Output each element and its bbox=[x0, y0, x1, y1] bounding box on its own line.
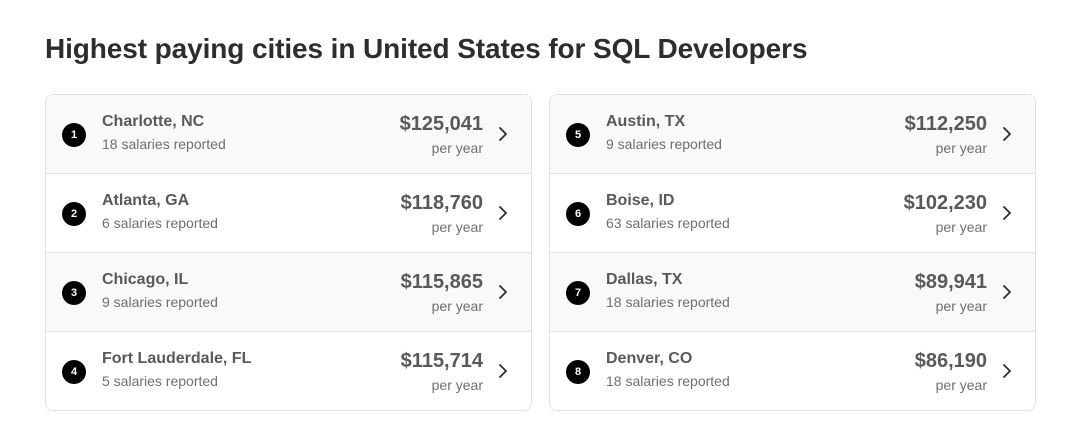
rank-badge: 7 bbox=[566, 281, 590, 305]
city-name: Chicago, IL bbox=[102, 271, 189, 288]
salary-period: per year bbox=[431, 298, 483, 314]
city-row[interactable]: 7 Dallas, TX 18 salaries reported $89,94… bbox=[550, 253, 1035, 332]
page-title: Highest paying cities in United States f… bbox=[45, 33, 808, 64]
chevron-right-icon[interactable] bbox=[493, 282, 513, 302]
city-name: Charlotte, NC bbox=[102, 113, 205, 130]
city-name: Atlanta, GA bbox=[102, 192, 190, 209]
rank-badge: 1 bbox=[62, 123, 86, 147]
salary-period: per year bbox=[431, 140, 483, 156]
salaries-reported: 18 salaries reported bbox=[606, 294, 730, 310]
chevron-right-icon[interactable] bbox=[997, 124, 1017, 144]
cities-card-left: 1 Charlotte, NC 18 salaries reported $12… bbox=[45, 94, 532, 411]
salaries-reported: 5 salaries reported bbox=[102, 373, 218, 389]
city-row[interactable]: 8 Denver, CO 18 salaries reported $86,19… bbox=[550, 332, 1035, 410]
chevron-right-icon[interactable] bbox=[493, 361, 513, 381]
city-row[interactable]: 3 Chicago, IL 9 salaries reported $115,8… bbox=[46, 253, 531, 332]
city-name: Fort Lauderdale, FL bbox=[102, 350, 252, 367]
salary-value: $118,760 bbox=[400, 192, 483, 214]
salaries-reported: 18 salaries reported bbox=[606, 373, 730, 389]
rank-badge: 4 bbox=[62, 360, 86, 384]
salary-period: per year bbox=[431, 219, 483, 235]
city-name: Dallas, TX bbox=[606, 271, 683, 288]
salary-period: per year bbox=[935, 377, 987, 393]
rank-badge: 8 bbox=[566, 360, 590, 384]
salary-period: per year bbox=[935, 298, 987, 314]
city-row[interactable]: 6 Boise, ID 63 salaries reported $102,23… bbox=[550, 174, 1035, 253]
salary-value: $86,190 bbox=[914, 350, 987, 372]
chevron-right-icon[interactable] bbox=[997, 203, 1017, 223]
city-row[interactable]: 1 Charlotte, NC 18 salaries reported $12… bbox=[46, 95, 531, 174]
rank-badge: 2 bbox=[62, 202, 86, 226]
chevron-right-icon[interactable] bbox=[997, 361, 1017, 381]
salary-value: $102,230 bbox=[903, 192, 987, 214]
salary-value: $115,714 bbox=[400, 350, 483, 372]
salary-period: per year bbox=[935, 140, 987, 156]
city-name: Austin, TX bbox=[606, 113, 686, 130]
salaries-reported: 63 salaries reported bbox=[606, 215, 730, 231]
rank-badge: 3 bbox=[62, 281, 86, 305]
rank-badge: 5 bbox=[566, 123, 590, 147]
salary-period: per year bbox=[935, 219, 987, 235]
salaries-reported: 9 salaries reported bbox=[102, 294, 218, 310]
salary-value: $115,865 bbox=[400, 271, 483, 293]
cities-card-right: 5 Austin, TX 9 salaries reported $112,25… bbox=[549, 94, 1036, 411]
salaries-reported: 18 salaries reported bbox=[102, 136, 226, 152]
rank-badge: 6 bbox=[566, 202, 590, 226]
salaries-reported: 6 salaries reported bbox=[102, 215, 218, 231]
chevron-right-icon[interactable] bbox=[493, 203, 513, 223]
chevron-right-icon[interactable] bbox=[997, 282, 1017, 302]
city-row[interactable]: 4 Fort Lauderdale, FL 5 salaries reporte… bbox=[46, 332, 531, 410]
salary-value: $125,041 bbox=[399, 113, 483, 135]
city-row[interactable]: 5 Austin, TX 9 salaries reported $112,25… bbox=[550, 95, 1035, 174]
salary-period: per year bbox=[431, 377, 483, 393]
salary-value: $89,941 bbox=[914, 271, 987, 293]
chevron-right-icon[interactable] bbox=[493, 124, 513, 144]
salary-value: $112,250 bbox=[904, 113, 987, 135]
city-name: Denver, CO bbox=[606, 350, 693, 367]
city-row[interactable]: 2 Atlanta, GA 6 salaries reported $118,7… bbox=[46, 174, 531, 253]
city-name: Boise, ID bbox=[606, 192, 675, 209]
salaries-reported: 9 salaries reported bbox=[606, 136, 722, 152]
